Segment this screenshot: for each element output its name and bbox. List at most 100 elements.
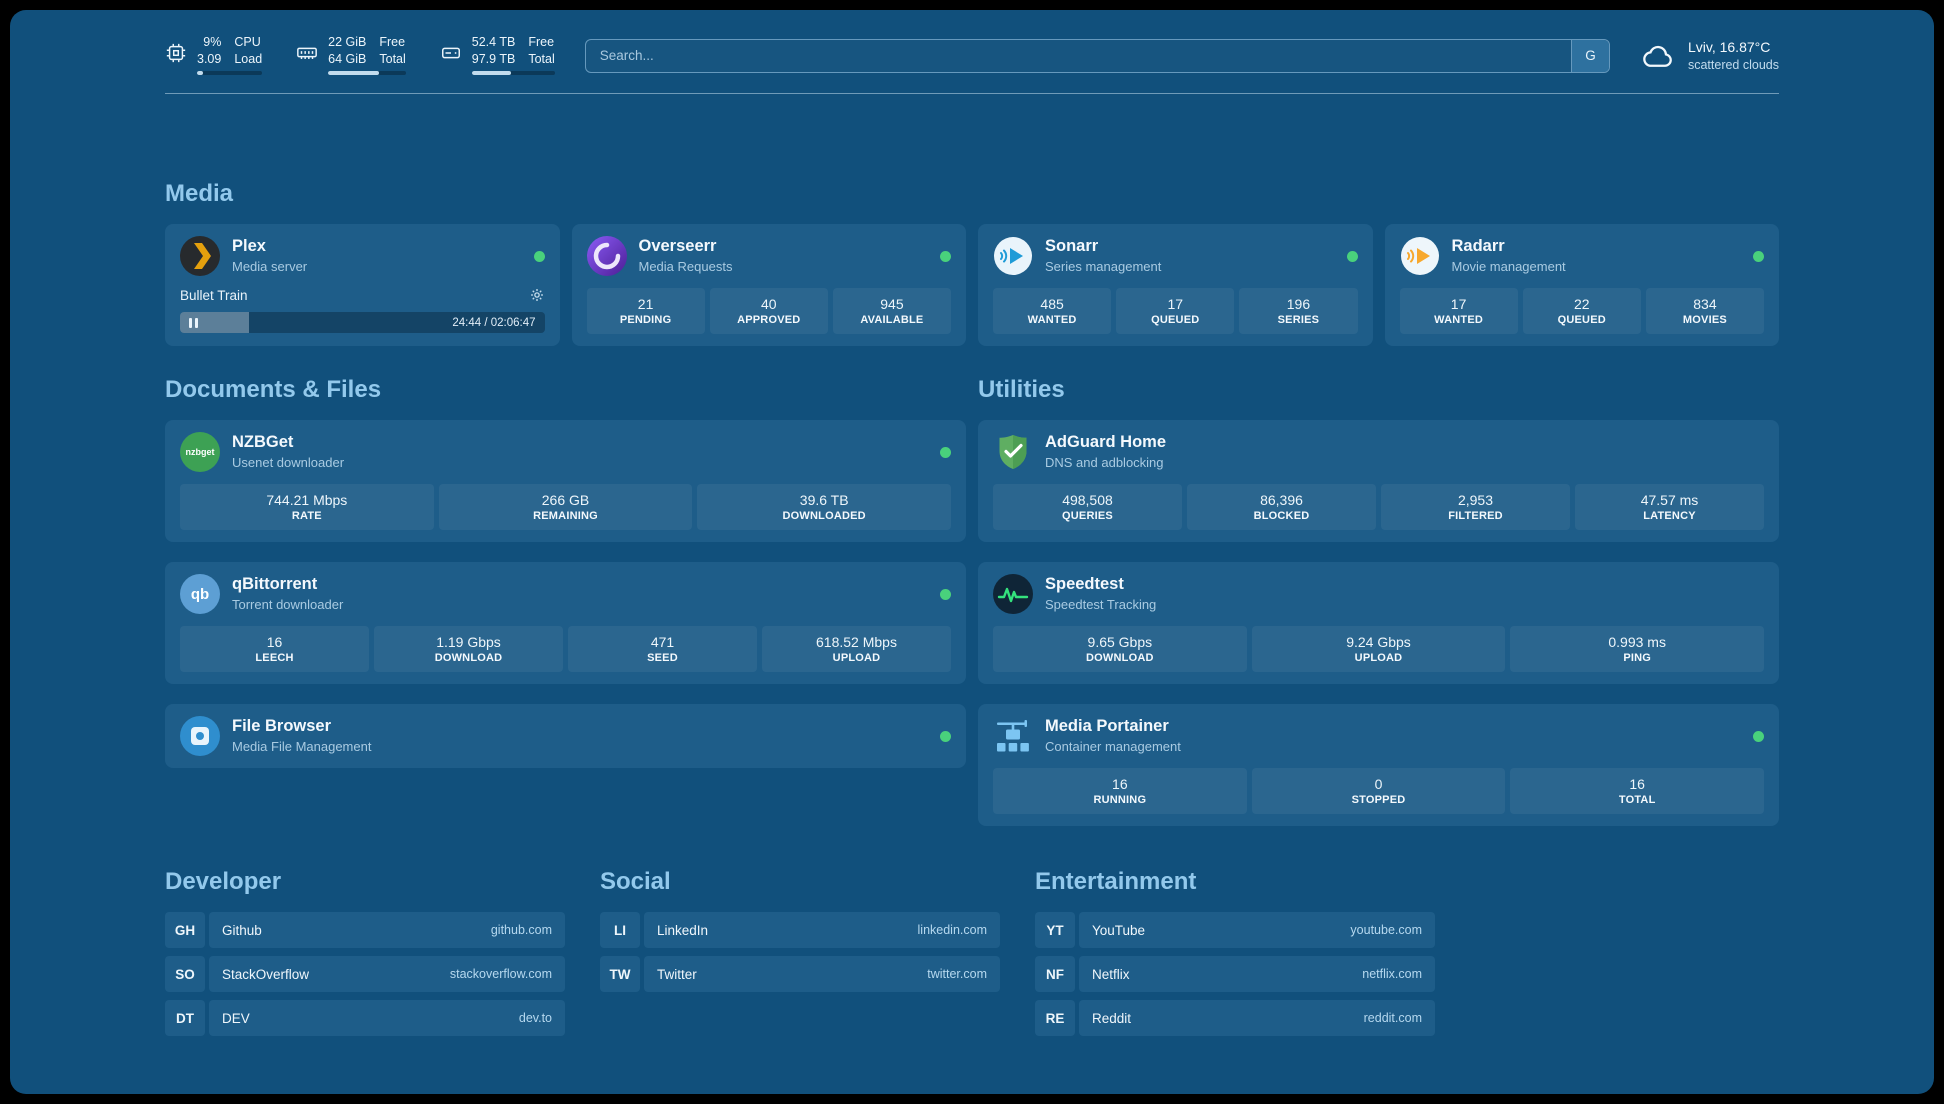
filebrowser-status-dot: [940, 730, 951, 742]
bookmark-stackoverflow[interactable]: SO StackOverflow stackoverflow.com: [165, 956, 565, 992]
plex-card[interactable]: Plex Media server Bullet Train: [165, 224, 560, 346]
stat-queued: 22 QUEUED: [1522, 288, 1641, 334]
speedtest-title: Speedtest: [1045, 575, 1124, 594]
playback-progress-bar[interactable]: 24:44 / 02:06:47: [180, 312, 545, 333]
adguard-card[interactable]: AdGuard Home DNS and adblocking 498,508 …: [978, 420, 1779, 542]
portainer-crane-icon: [993, 716, 1033, 756]
cpu-chip-icon: [165, 42, 187, 64]
stat-available: 945 AVAILABLE: [832, 288, 952, 334]
now-playing-title: Bullet Train: [180, 287, 248, 303]
overseerr-title: Overseerr: [638, 237, 717, 256]
settings-gear-icon[interactable]: [529, 287, 545, 303]
memory-total-label: Total: [379, 51, 406, 66]
top-bar: 9% 3.09 CPU Load: [165, 10, 1779, 75]
memory-free-label: Free: [379, 35, 406, 49]
search-input[interactable]: [585, 39, 1571, 72]
bookmark-netflix[interactable]: NF Netflix netflix.com: [1035, 956, 1435, 992]
system-metrics: 9% 3.09 CPU Load: [165, 36, 555, 75]
nzbget-icon: nzbget: [180, 432, 220, 472]
bookmark-linkedin[interactable]: LI LinkedIn linkedin.com: [600, 912, 1000, 948]
sonarr-status-dot: [1346, 250, 1358, 262]
disk-progress-fill: [471, 71, 511, 75]
stat-pending: 21 PENDING: [586, 288, 705, 334]
disk-widget: 52.4 TB 97.9 TB Free Total: [440, 36, 555, 75]
bookmark-abbr: YT: [1035, 912, 1075, 948]
bookmark-abbr: LI: [600, 912, 640, 948]
bookmark-abbr: RE: [1035, 1000, 1075, 1036]
portainer-title: Media Portainer: [1045, 717, 1169, 736]
speedtest-card[interactable]: Speedtest Speedtest Tracking 9.65 Gbps D…: [978, 562, 1779, 684]
cpu-progress-fill: [197, 71, 203, 75]
developer-heading: Developer: [165, 868, 282, 895]
cpu-load-label: Load: [234, 51, 263, 66]
radarr-icon: [1400, 236, 1440, 276]
stat-seed: 471 SEED: [568, 626, 757, 672]
nzbget-status-dot: [940, 446, 951, 458]
plex-icon: [180, 236, 220, 276]
stat-wanted: 485 WANTED: [993, 288, 1112, 334]
sonarr-subtitle: Series management: [1045, 259, 1162, 275]
search-engine-button[interactable]: G: [1570, 39, 1609, 72]
bookmark-youtube[interactable]: YT YouTube youtube.com: [1035, 912, 1435, 948]
overseerr-card[interactable]: Overseerr Media Requests 21 PENDING 40 A…: [571, 224, 966, 346]
nzbget-subtitle: Usenet downloader: [232, 455, 345, 471]
stat-queued: 17 QUEUED: [1116, 288, 1235, 334]
sonarr-icon: [993, 236, 1033, 276]
overseerr-icon: [586, 236, 627, 276]
memory-total-value: 64 GiB: [328, 51, 367, 66]
bookmark-dev[interactable]: DT DEV dev.to: [165, 1000, 565, 1036]
weather-location: Lviv, 16.87°C: [1687, 39, 1771, 55]
bookmark-github[interactable]: GH Github github.com: [165, 912, 565, 948]
radarr-card[interactable]: Radarr Movie management 17 WANTED 22 QUE…: [1384, 224, 1779, 346]
social-section: Social LI LinkedIn linkedin.com TW Twitt…: [600, 868, 1000, 1036]
plex-status-dot: [533, 250, 545, 262]
adguard-shield-icon: [993, 432, 1033, 472]
disk-total-value: 97.9 TB: [471, 51, 516, 66]
dashboard: 9% 3.09 CPU Load: [10, 10, 1934, 1094]
bookmark-abbr: SO: [165, 956, 205, 992]
cpu-widget: 9% 3.09 CPU Load: [165, 35, 263, 75]
stat-wanted: 17 WANTED: [1399, 288, 1518, 334]
documents-heading: Documents & Files: [165, 376, 382, 403]
qbittorrent-card[interactable]: qb qBittorrent Torrent downloader 16 LEE…: [165, 562, 966, 684]
stat-download: 1.19 Gbps DOWNLOAD: [374, 626, 563, 672]
overseerr-status-dot: [940, 250, 951, 262]
utilities-heading: Utilities: [978, 376, 1065, 403]
playback-time: 24:44 / 02:06:47: [452, 316, 536, 329]
filebrowser-subtitle: Media File Management: [232, 739, 372, 755]
portainer-card[interactable]: Media Portainer Container management 16 …: [978, 704, 1779, 826]
bookmark-twitter[interactable]: TW Twitter twitter.com: [600, 956, 1000, 992]
ram-icon: [296, 42, 318, 64]
sonarr-title: Sonarr: [1045, 237, 1099, 256]
qbittorrent-status-dot: [940, 588, 951, 600]
stat-stopped: 0 STOPPED: [1251, 768, 1506, 814]
disk-total-label: Total: [528, 51, 555, 66]
filebrowser-card[interactable]: File Browser Media File Management: [165, 704, 966, 768]
speedtest-subtitle: Speedtest Tracking: [1045, 597, 1157, 613]
pause-icon[interactable]: [189, 317, 198, 328]
disk-progress-track: [471, 71, 555, 75]
qbittorrent-subtitle: Torrent downloader: [232, 597, 344, 613]
stat-movies: 834 MOVIES: [1645, 288, 1765, 334]
bookmark-abbr: GH: [165, 912, 205, 948]
stat-upload: 9.24 Gbps UPLOAD: [1251, 626, 1506, 672]
weather-widget: Lviv, 16.87°C scattered clouds: [1640, 39, 1779, 72]
social-heading: Social: [600, 868, 671, 895]
stat-running: 16 RUNNING: [993, 768, 1247, 814]
radarr-title: Radarr: [1451, 237, 1505, 256]
nzbget-card[interactable]: nzbget NZBGet Usenet downloader 744.21 M…: [165, 420, 966, 542]
radarr-status-dot: [1753, 250, 1764, 262]
entertainment-heading: Entertainment: [1035, 868, 1197, 895]
memory-progress-fill: [328, 71, 379, 75]
bookmark-reddit[interactable]: RE Reddit reddit.com: [1035, 1000, 1435, 1036]
stat-total: 16 TOTAL: [1510, 768, 1765, 814]
nzbget-title: NZBGet: [232, 433, 294, 452]
stat-download: 9.65 Gbps DOWNLOAD: [993, 626, 1247, 672]
sonarr-card[interactable]: Sonarr Series management 485 WANTED 17 Q…: [978, 224, 1373, 346]
stat-blocked: 86,396 BLOCKED: [1187, 484, 1376, 530]
filebrowser-title: File Browser: [232, 717, 332, 736]
stat-ping: 0.993 ms PING: [1510, 626, 1765, 672]
speedtest-icon: [993, 574, 1033, 614]
cpu-label: CPU: [234, 35, 261, 49]
utilities-section: Utilities: [978, 376, 1779, 826]
